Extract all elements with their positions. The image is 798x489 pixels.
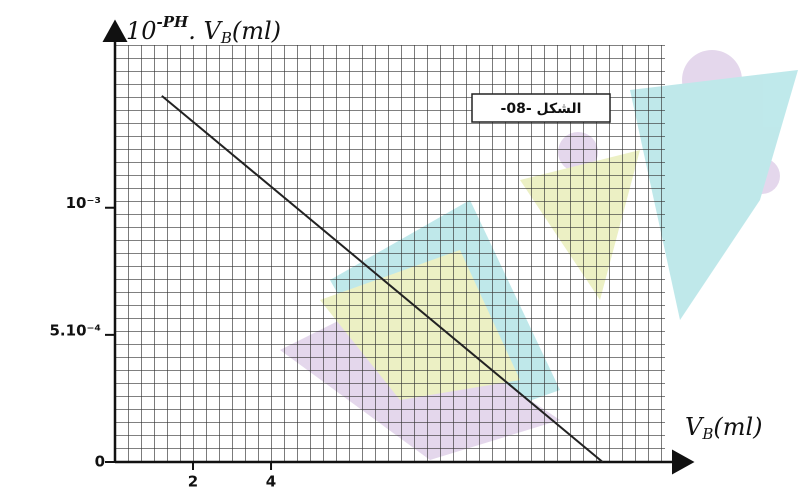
- x-label-part: V: [685, 413, 705, 441]
- x-tick-label: 4: [266, 473, 276, 489]
- y-tick-label: 0: [95, 453, 105, 471]
- data-line: [161, 95, 604, 463]
- y-tick-label: 10⁻³: [66, 194, 101, 212]
- x-label-part: B: [701, 425, 713, 443]
- y-axis-label: 10-PH. VB(ml): [126, 13, 281, 47]
- y-tick-label: 5.10⁻⁴: [50, 321, 102, 339]
- y-label-part: 10: [126, 17, 157, 45]
- y-label-part: -PH: [157, 13, 190, 31]
- y-label-part: . V: [188, 17, 223, 45]
- annotation: الشكل -08-: [501, 101, 582, 117]
- y-label-part: (ml): [232, 17, 281, 45]
- y-label-part: B: [220, 29, 232, 47]
- x-axis-label: VB(ml): [685, 413, 763, 444]
- x-tick-label: 2: [188, 473, 198, 489]
- x-label-part: (ml): [713, 413, 762, 441]
- annotation-box: [471, 93, 611, 123]
